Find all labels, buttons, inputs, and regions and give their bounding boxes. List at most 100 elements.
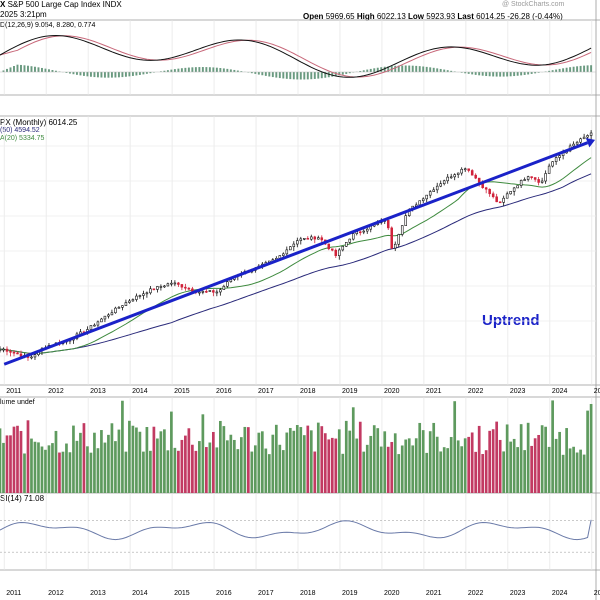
macd-histogram-bar [82, 72, 85, 76]
volume-bar [502, 451, 506, 493]
volume-bar [299, 427, 303, 493]
volume-bar [156, 438, 159, 493]
chart-header: X S&P 500 Large Cap Index INDX [0, 0, 122, 9]
x-tick-label-bottom: 2013 [90, 590, 106, 597]
macd-histogram-bar [492, 72, 495, 77]
ma50-line [0, 173, 592, 355]
macd-histogram-bar [341, 72, 344, 75]
volume-bar [30, 438, 33, 493]
volume-bar [495, 421, 499, 493]
volume-bar [582, 454, 586, 493]
volume-bar [107, 434, 110, 493]
volume-bar [131, 425, 135, 493]
volume-bar [222, 426, 226, 493]
candle-body [338, 249, 341, 256]
candle-body [114, 307, 117, 314]
macd-histogram-bar [278, 72, 281, 79]
macd-histogram-bar [317, 72, 320, 79]
candle-body [526, 176, 530, 180]
candle-body [554, 157, 558, 162]
volume-bar [47, 445, 51, 493]
rsi-panel [0, 519, 596, 553]
volume-bar [278, 444, 282, 493]
candle-body [163, 285, 166, 288]
macd-histogram-bar [436, 68, 439, 72]
candle-body [313, 236, 317, 240]
change-value: -26.28 (-0.44%) [507, 12, 563, 21]
volume-bar [40, 446, 44, 493]
volume-bar [257, 432, 261, 493]
macd-histogram-bar [460, 72, 463, 73]
volume-bar [309, 430, 313, 493]
volume-bar [474, 451, 478, 493]
macd-histogram-bar [474, 72, 477, 75]
macd-histogram-bar [562, 68, 565, 72]
macd-histogram-bar [124, 72, 127, 77]
candle-body [289, 246, 292, 251]
macd-histogram-bar [86, 72, 89, 77]
x-tick-label-bottom: 2024 [552, 590, 568, 597]
volume-bar [149, 450, 152, 493]
candle-body [586, 135, 589, 138]
candle-body [0, 349, 2, 352]
macd-histogram-bar [471, 72, 474, 75]
volume-bar [341, 453, 345, 493]
macd-histogram-bar [128, 72, 131, 77]
candle-body [558, 155, 561, 158]
macd-histogram-bar [439, 68, 442, 72]
candle-body [575, 141, 579, 145]
x-tick-label-bottom: 2021 [426, 590, 442, 597]
candle-body [386, 220, 390, 229]
macd-histogram-bar [254, 72, 257, 74]
volume-bar [215, 447, 219, 493]
volume-bar [72, 425, 75, 493]
x-tick-label-bottom: 2014 [132, 590, 148, 597]
volume-bar [337, 429, 341, 493]
macd-histogram-bar [418, 66, 421, 72]
candle-body [421, 198, 425, 202]
last-value: 6014.25 [476, 12, 506, 21]
macd-histogram-bar [48, 69, 50, 72]
uptrend-annotation: Uptrend [482, 312, 540, 329]
macd-histogram-bar [558, 68, 561, 72]
x-tick-label: 2019 [342, 388, 358, 395]
volume-bar [33, 441, 37, 493]
candle-body [512, 187, 516, 192]
macd-histogram-bar [506, 72, 509, 77]
candle-body [404, 215, 407, 226]
volume-bar [173, 447, 177, 493]
exchange-label: INDX [102, 0, 122, 9]
candle-body [435, 185, 439, 191]
macd-histogram-bar [324, 72, 327, 78]
volume-bar [460, 446, 464, 493]
volume-bar [82, 423, 86, 493]
volume-bar [355, 438, 359, 493]
candle-body [320, 237, 324, 241]
macd-label: D(12,26,9) 9.054, 8.280, 0.774 [0, 22, 96, 29]
macd-histogram-bar [44, 68, 47, 72]
volume-bar [425, 452, 429, 493]
macd-histogram-bar [149, 72, 152, 74]
candle-body [187, 287, 191, 290]
macd-histogram-bar [114, 72, 117, 78]
candle-body [117, 307, 121, 309]
volume-bar [212, 431, 215, 493]
volume-bar [96, 448, 100, 493]
volume-bar [250, 451, 254, 493]
volume-bar [232, 439, 236, 493]
candle-body [463, 168, 467, 171]
candle-body [292, 243, 296, 247]
candle-body [341, 245, 345, 251]
volume-bar [260, 431, 264, 493]
macd-histogram-bar [299, 72, 302, 80]
volume-bar [544, 426, 547, 493]
x-tick-label: 2022 [468, 388, 484, 395]
volume-bar [330, 437, 334, 493]
volume-bar [12, 426, 16, 493]
macd-histogram-bar [131, 72, 134, 76]
candle-body [516, 185, 519, 189]
candle-body [327, 243, 331, 250]
macd-histogram-bar [292, 72, 295, 80]
volume-bar [533, 438, 537, 493]
